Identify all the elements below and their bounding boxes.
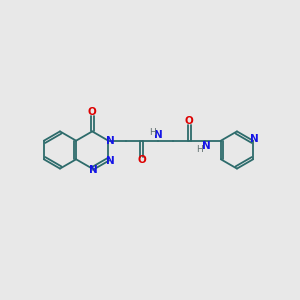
Text: N: N bbox=[250, 134, 259, 144]
Text: H: H bbox=[149, 128, 156, 137]
Text: N: N bbox=[202, 141, 211, 151]
Text: O: O bbox=[137, 155, 146, 165]
Text: O: O bbox=[185, 116, 194, 126]
Text: N: N bbox=[106, 156, 115, 166]
Text: O: O bbox=[88, 107, 97, 117]
Text: N: N bbox=[106, 136, 115, 146]
Text: N: N bbox=[89, 165, 98, 175]
Text: N: N bbox=[154, 130, 163, 140]
Text: H: H bbox=[196, 145, 203, 154]
